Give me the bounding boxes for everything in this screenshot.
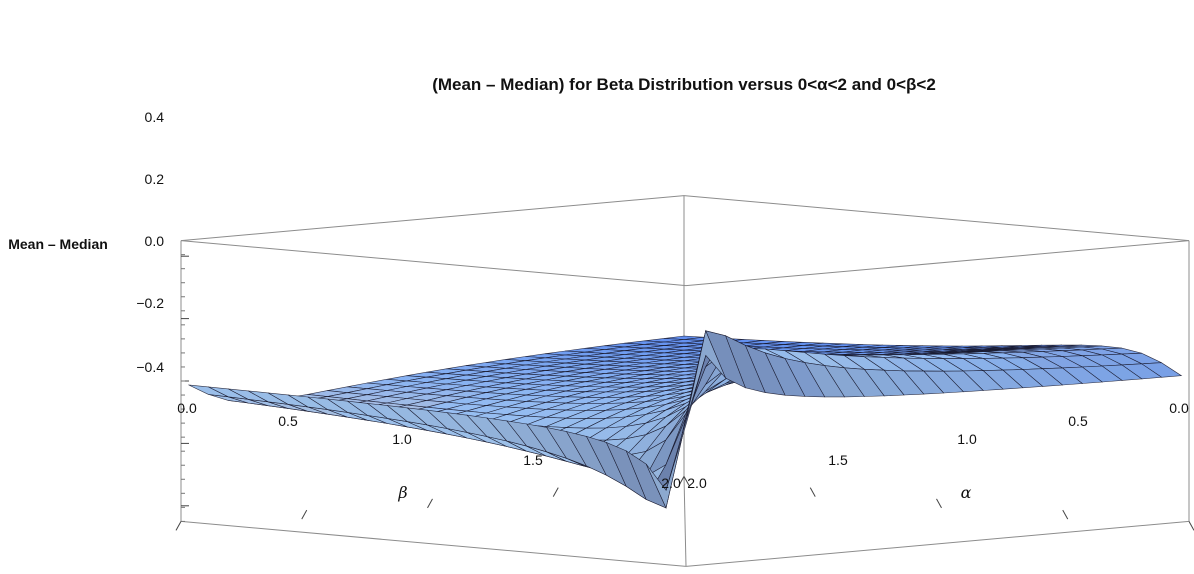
z-tick-label: 0.2 — [145, 171, 165, 187]
alpha-tick-label: 0.0 — [1169, 400, 1189, 416]
beta-tick — [301, 509, 308, 520]
beta-axis-label: β — [397, 483, 407, 502]
box-edge — [180, 240, 687, 287]
surface-mesh — [188, 329, 1183, 509]
box-edge — [685, 520, 1190, 567]
beta-tick-label: 2.0 — [661, 475, 681, 491]
beta-tick — [678, 476, 685, 486]
beta-tick — [427, 498, 433, 509]
alpha-tick — [1188, 521, 1194, 531]
alpha-axis-label: α — [961, 483, 972, 502]
alpha-tick — [809, 487, 816, 497]
beta-tick-label: 0.0 — [177, 400, 197, 416]
z-tick-label: −0.2 — [136, 295, 164, 311]
beta-tick-label: 1.5 — [523, 452, 543, 468]
box-edge — [683, 476, 687, 567]
alpha-tick-label: 0.5 — [1068, 413, 1088, 429]
chart-title: (Mean – Median) for Beta Distribution ve… — [432, 75, 936, 94]
box-edge — [180, 195, 685, 242]
beta-tick-label: 0.5 — [278, 413, 298, 429]
tick-marks — [175, 254, 1194, 531]
beta-tick — [552, 487, 559, 497]
box-edge — [180, 520, 687, 567]
box-edge — [685, 240, 1190, 287]
z-tick-label: 0.4 — [145, 109, 165, 125]
beta-tick — [175, 521, 182, 531]
alpha-tick-label: 2.0 — [687, 475, 707, 491]
box-front-edges — [180, 240, 1190, 567]
alpha-tick — [683, 476, 690, 486]
z-axis-label: Mean – Median — [8, 236, 108, 252]
box-edge — [683, 195, 1190, 242]
alpha-tick-label: 1.0 — [957, 431, 977, 447]
beta-tick-label: 1.0 — [392, 431, 412, 447]
z-tick-label: −0.4 — [136, 359, 164, 375]
alpha-tick — [1062, 509, 1069, 520]
box-back-edges — [180, 195, 1190, 567]
alpha-tick-label: 1.5 — [828, 452, 848, 468]
surface-facet — [665, 355, 707, 491]
alpha-tick — [936, 498, 942, 509]
z-tick-label: 0.0 — [145, 233, 165, 249]
